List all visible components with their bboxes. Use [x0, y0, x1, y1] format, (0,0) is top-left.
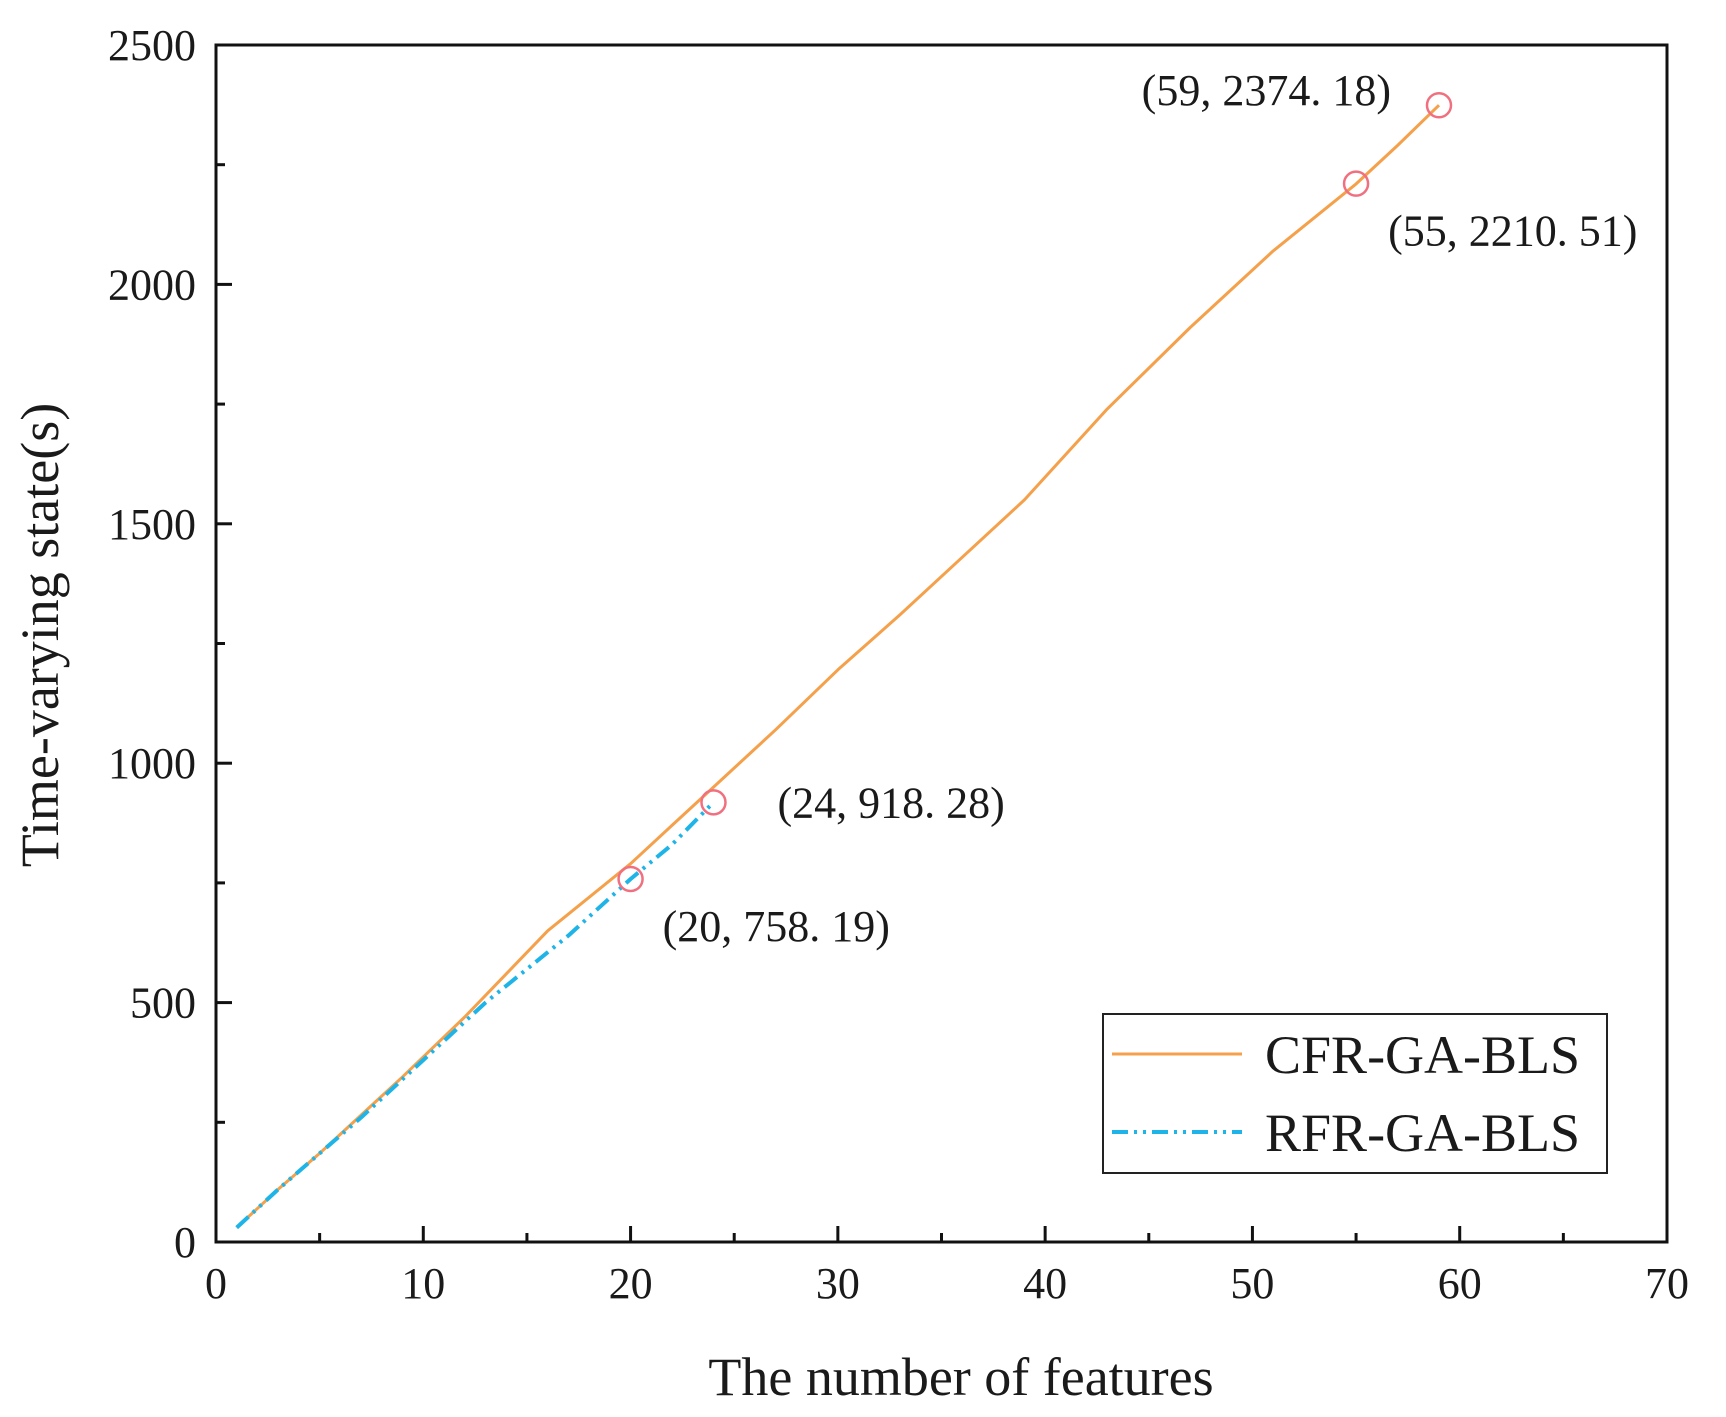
series-layer	[235, 104, 1441, 1230]
y-tick-label: 2000	[108, 260, 196, 309]
x-tick-label: 30	[816, 1259, 860, 1308]
y-tick-label: 1000	[108, 739, 196, 788]
x-tick-label: 10	[401, 1259, 445, 1308]
y-tick-label: 2500	[108, 21, 196, 70]
legend: CFR-GA-BLS RFR-GA-BLS	[1102, 1013, 1608, 1174]
annotation-marker	[1342, 170, 1370, 197]
legend-box	[1102, 1013, 1608, 1174]
annotation-markers: (59, 2374. 18) (55, 2210. 51) (24, 918. 28…	[617, 66, 1637, 951]
annotation-marker	[700, 789, 727, 816]
x-axis-title: The number of features	[708, 1347, 1213, 1407]
series-line-rfr-ga-bls	[235, 800, 715, 1230]
annotation-label: (55, 2210. 51)	[1388, 207, 1637, 256]
y-axis-title: Time-varying state(s)	[10, 403, 70, 867]
annotation-label: (24, 918. 28)	[777, 778, 1004, 827]
annotation-label: (20, 758. 19)	[663, 902, 890, 951]
annotation-marker	[1425, 91, 1453, 119]
y-tick-label: 500	[130, 979, 196, 1028]
annotation-marker	[617, 865, 644, 893]
y-tick-label: 1500	[108, 500, 196, 549]
legend-label-rfr-ga-bls: RFR-GA-BLS	[1265, 1103, 1580, 1163]
x-tick-label: 40	[1023, 1259, 1067, 1308]
x-tick-label: 0	[205, 1259, 227, 1308]
x-tick-label: 60	[1438, 1259, 1482, 1308]
x-tick-label: 20	[609, 1259, 653, 1308]
axis-ticks: 0 10 20 30 40 50 60 70 0 500 1000 1500 2000 2500	[108, 21, 1689, 1308]
y-tick-label: 0	[174, 1218, 196, 1267]
x-tick-label: 50	[1230, 1259, 1274, 1308]
x-tick-label: 70	[1645, 1259, 1689, 1308]
annotation-label: (59, 2374. 18)	[1142, 66, 1391, 115]
legend-label-cfr-ga-bls: CFR-GA-BLS	[1265, 1025, 1580, 1085]
